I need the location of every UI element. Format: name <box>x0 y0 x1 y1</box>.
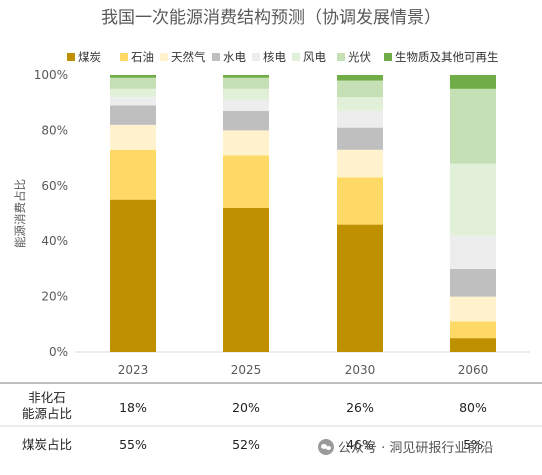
y-tick-label: 60% <box>41 179 68 193</box>
bar-segment <box>337 97 383 112</box>
table-cell: 55% <box>119 437 147 452</box>
y-tick-label: 80% <box>41 123 68 137</box>
bar-segment <box>110 199 156 352</box>
y-tick-label: 40% <box>41 234 68 248</box>
bar-segment <box>337 127 383 150</box>
bar-segment <box>337 111 383 128</box>
bar-segment <box>450 296 496 322</box>
bar-segment <box>223 99 269 112</box>
bar-segment <box>337 75 383 81</box>
bar-segment <box>450 268 496 297</box>
legend-swatch <box>67 53 75 61</box>
legend-label: 水电 <box>223 50 246 64</box>
bar-segment <box>223 130 269 156</box>
bar-segment <box>110 77 156 89</box>
legend-label: 煤炭 <box>78 50 101 64</box>
table-cell: 46% <box>346 437 374 452</box>
bar-segment <box>223 75 269 78</box>
legend-swatch <box>292 53 300 61</box>
x-tick-label: 2023 <box>118 363 149 377</box>
bar-segment <box>450 163 496 236</box>
bar-segment <box>337 177 383 225</box>
table-row-label: 煤炭占比 <box>22 437 72 452</box>
bar-segment <box>337 224 383 352</box>
x-tick-label: 2025 <box>231 363 262 377</box>
table-cell: 26% <box>346 400 374 415</box>
chart-title: 我国一次能源消费结构预测（协调发展情景） <box>101 8 441 28</box>
y-axis-label: 能源消费占比 <box>13 179 27 248</box>
bar-segment <box>110 88 156 98</box>
y-tick-label: 0% <box>49 345 68 359</box>
bar-segment <box>110 149 156 200</box>
y-tick-label: 20% <box>41 290 68 304</box>
bar-segment <box>223 77 269 89</box>
table-cell: 18% <box>119 400 147 415</box>
watermark-text: 公众号 · 洞见研报行业前沿 <box>338 441 494 456</box>
bar-segment <box>337 149 383 178</box>
legend-label: 风电 <box>303 50 326 64</box>
bar-segment <box>223 88 269 100</box>
legend-swatch <box>120 53 128 61</box>
table-cell: 80% <box>459 400 487 415</box>
legend-label: 天然气 <box>171 50 206 64</box>
watermark: 公众号 · 洞见研报行业前沿 <box>318 437 493 456</box>
legend-label: 石油 <box>131 50 154 64</box>
table-cell: 52% <box>232 437 260 452</box>
legend-swatch <box>384 53 392 61</box>
table-row-label: 非化石 <box>28 390 66 405</box>
legend-swatch <box>212 53 220 61</box>
x-tick-label: 2030 <box>345 363 376 377</box>
bar-segment <box>450 321 496 339</box>
wechat-icon <box>318 438 334 455</box>
bar-segment <box>223 111 269 131</box>
bar-segment <box>223 155 269 208</box>
bar-segment <box>110 124 156 150</box>
bar-segment <box>450 75 496 89</box>
legend-swatch <box>337 53 345 61</box>
bar-segment <box>110 105 156 125</box>
bar-segment <box>450 235 496 269</box>
bar-segment <box>450 88 496 164</box>
table-row-label: 能源占比 <box>22 406 72 421</box>
legend-swatch <box>252 53 260 61</box>
legend-swatch <box>160 53 168 61</box>
bar-segment <box>450 338 496 352</box>
y-tick-label: 100% <box>34 68 68 82</box>
legend-label: 光伏 <box>348 50 371 64</box>
table-cell: 20% <box>232 400 260 415</box>
bar-segment <box>337 80 383 98</box>
table-cell: 5% <box>463 437 483 452</box>
bar-segment <box>110 75 156 78</box>
legend-label: 核电 <box>263 50 286 64</box>
legend-label: 生物质及其他可再生 <box>395 50 499 64</box>
x-tick-label: 2060 <box>458 363 489 377</box>
bar-segment <box>110 97 156 106</box>
bar-segment <box>223 207 269 352</box>
